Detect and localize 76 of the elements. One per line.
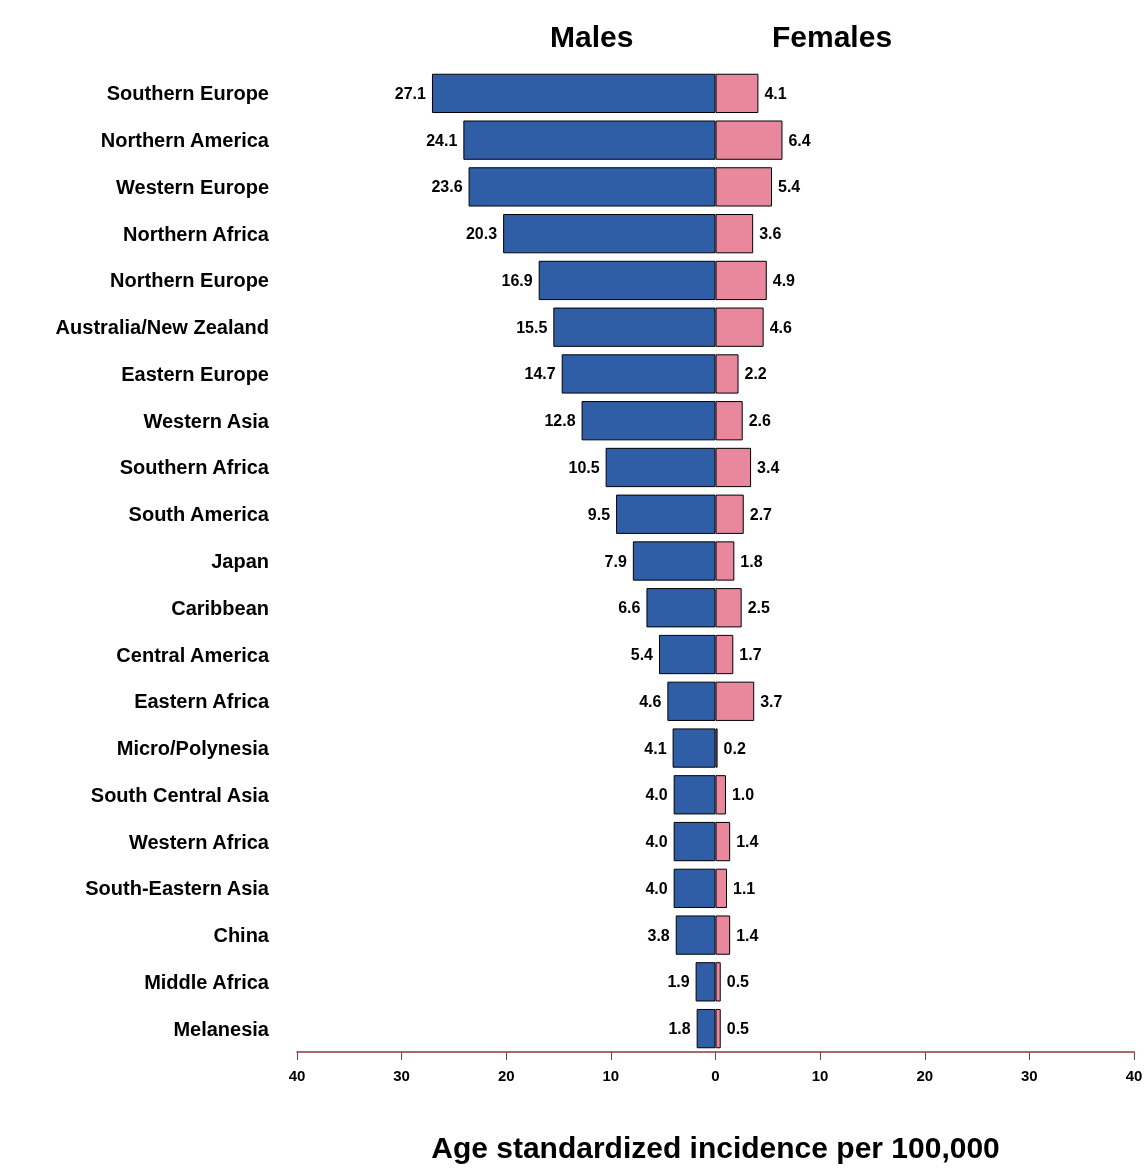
- y-tick-label: Southern Africa: [119, 456, 270, 479]
- data-label: 4.0: [645, 879, 668, 897]
- data-label: 4.6: [639, 692, 662, 710]
- data-label: 23.6: [431, 178, 463, 196]
- data-label: 3.4: [757, 458, 780, 476]
- data-label: 4.1: [764, 84, 787, 102]
- data-label: 10.5: [568, 458, 600, 476]
- y-tick-label: Northern Africa: [123, 222, 270, 245]
- data-label: 2.6: [748, 412, 772, 430]
- data-label: 24.1: [426, 131, 458, 149]
- data-label: 3.8: [647, 926, 670, 944]
- y-tick-label: Japan: [211, 550, 269, 572]
- data-label: 7.9: [604, 552, 627, 570]
- y-tick-label: Western Africa: [128, 830, 270, 853]
- data-label: 16.9: [501, 271, 533, 289]
- y-tick-label: Australia/New Zealand: [55, 316, 269, 339]
- data-label: 27.1: [394, 84, 427, 102]
- data-label: 1.7: [739, 646, 762, 664]
- data-label: 6.6: [618, 599, 641, 617]
- y-tick-label: Melanesia: [173, 1017, 270, 1040]
- y-tick-label: Micro/Polynesia: [116, 737, 270, 760]
- y-tick-label: Central America: [116, 643, 270, 666]
- data-label: 1.4: [736, 926, 759, 944]
- data-label: 15.5: [516, 318, 548, 336]
- data-label: 1.9: [667, 973, 690, 991]
- y-tick-label: Eastern Africa: [134, 690, 270, 713]
- data-label: 2.5: [747, 599, 770, 617]
- data-label: 0.2: [723, 739, 746, 757]
- y-tick-label: China: [213, 924, 270, 947]
- y-tick-label: South America: [128, 503, 270, 526]
- data-label: 14.7: [524, 365, 556, 383]
- data-label: 20.3: [465, 225, 498, 243]
- data-label: 5.4: [630, 646, 654, 664]
- x-tick-label: 40: [288, 1067, 306, 1084]
- y-tick-label: Caribbean: [171, 596, 269, 619]
- series-label: Females: [772, 19, 893, 53]
- x-tick-label: 30: [393, 1067, 410, 1084]
- data-label: 4.0: [645, 786, 668, 804]
- data-label: 2.2: [744, 365, 767, 383]
- data-label: 2.7: [749, 505, 773, 523]
- x-tick-label: 30: [1021, 1067, 1038, 1084]
- data-label: 1.1: [733, 879, 756, 897]
- data-label: 1.0: [731, 786, 755, 804]
- y-tick-label: Western Asia: [143, 409, 270, 432]
- y-tick-label: Western Europe: [116, 175, 269, 198]
- y-tick-label: Northern America: [100, 129, 270, 152]
- x-tick-label: 40: [1125, 1067, 1143, 1084]
- data-label: 0.5: [726, 973, 750, 991]
- data-label: 0.5: [726, 1020, 750, 1038]
- data-label: 4.0: [645, 833, 668, 851]
- series-label: Males: [550, 19, 634, 53]
- data-label: 4.1: [644, 739, 667, 757]
- data-label: 12.8: [544, 412, 576, 430]
- x-tick-label: 10: [602, 1067, 620, 1084]
- x-tick-label: 10: [811, 1067, 829, 1084]
- data-label: 9.5: [587, 505, 611, 523]
- x-axis-title: Age standardized incidence per 100,000: [431, 1130, 1000, 1164]
- y-tick-label: Northern Europe: [110, 269, 269, 292]
- x-tick-label: 20: [497, 1067, 515, 1084]
- data-label: 3.7: [760, 692, 783, 710]
- x-tick-label: 20: [916, 1067, 934, 1084]
- y-tick-label: Eastern Europe: [121, 362, 269, 385]
- data-label: 4.6: [769, 318, 792, 336]
- data-label: 1.8: [740, 552, 763, 570]
- data-label: 3.6: [759, 225, 782, 243]
- data-label: 5.4: [778, 178, 801, 196]
- y-tick-label: South-Eastern Asia: [85, 877, 270, 900]
- data-label: 4.9: [772, 271, 796, 289]
- x-tick-label: 0: [711, 1067, 720, 1084]
- y-tick-label: Middle Africa: [144, 970, 270, 993]
- bar: [672, 728, 716, 768]
- y-tick-label: Southern Europe: [106, 82, 269, 105]
- y-tick-label: South Central Asia: [90, 783, 270, 806]
- data-label: 1.8: [668, 1020, 691, 1038]
- data-label: 1.4: [736, 833, 759, 851]
- data-label: 6.4: [788, 131, 811, 149]
